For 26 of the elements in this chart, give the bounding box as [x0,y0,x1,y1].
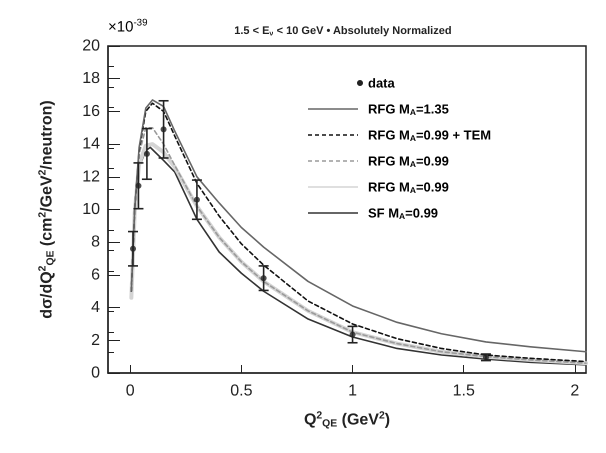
y-tick-label: 2 [91,332,100,349]
x-tick-label: 0 [126,382,135,400]
y-tick-label: 8 [91,234,100,251]
x-tick-label: 1.5 [452,382,475,400]
point [144,150,150,157]
point [160,126,167,132]
y-tick-label: 18 [82,70,100,88]
y-tick-label: 12 [82,168,100,186]
y-tick-label: 6 [91,266,100,284]
y-tick-label: 10 [82,201,100,218]
point [350,332,356,338]
x-tick-label: 2 [570,382,580,400]
y-tick-label: 20 [82,38,100,54]
point [135,182,142,189]
x-tick-label: 1 [348,382,358,400]
legend-label: data [368,76,396,90]
point [260,275,267,282]
y-axis-title: dσ/dQ2QE (cm2/GeV2/neutron) [38,100,56,319]
x-tick-label: 0.5 [230,382,253,400]
y-tick-label: 4 [91,299,100,316]
point [130,246,136,252]
y-tick-label: 16 [82,102,100,120]
point [482,354,489,360]
point [194,196,200,203]
y-tick-label: 0 [91,364,100,382]
y-tick-label: 14 [82,136,100,153]
